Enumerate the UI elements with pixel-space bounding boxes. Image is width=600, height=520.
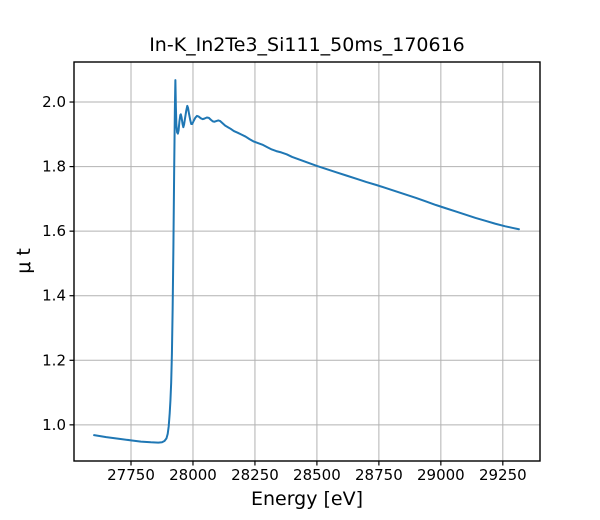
x-tick-label: 27750 <box>107 466 155 484</box>
y-tick-label: 2.0 <box>42 93 66 111</box>
data-line-mu-t <box>93 79 520 444</box>
y-tick-label: 1.0 <box>42 416 66 434</box>
x-tick-label: 28500 <box>293 466 341 484</box>
x-tick-label: 28250 <box>231 466 279 484</box>
x-tick-label: 28000 <box>169 466 217 484</box>
y-tick-label: 1.2 <box>42 351 66 369</box>
x-tick-label: 29000 <box>417 466 465 484</box>
axes-spines <box>73 61 541 462</box>
chart-title: In-K_In2Te3_Si111_50ms_170616 <box>149 34 465 56</box>
x-axis-label: Energy [eV] <box>250 488 364 510</box>
axes-background <box>74 62 540 461</box>
y-tick-label: 1.4 <box>42 287 66 305</box>
x-tick-label: 28750 <box>355 466 403 484</box>
y-tick-label: 1.6 <box>42 222 66 240</box>
x-tick-label: 29250 <box>479 466 527 484</box>
y-tick-label: 1.8 <box>42 158 66 176</box>
